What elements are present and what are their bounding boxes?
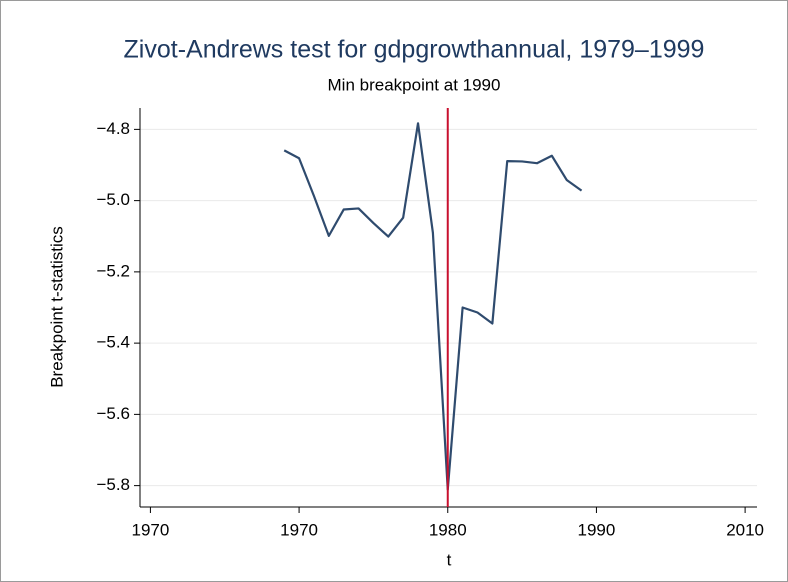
y-tick-label: −5.8 — [96, 475, 130, 494]
data-line — [283, 122, 583, 491]
x-tick-label: 1990 — [578, 520, 616, 539]
x-tick-label: 1970 — [280, 520, 318, 539]
y-tick-label: −5.6 — [96, 404, 130, 423]
chart-subtitle: Min breakpoint at 1990 — [328, 75, 501, 94]
y-axis-label: Breakpoint t-statistics — [47, 226, 66, 388]
y-tick-label: −5.4 — [96, 333, 130, 352]
y-tick-label: −5.0 — [96, 190, 130, 209]
y-tick-label: −4.8 — [96, 119, 130, 138]
x-tick-label: 1980 — [429, 520, 467, 539]
x-axis-label: t — [447, 550, 452, 569]
y-tick-label: −5.2 — [96, 261, 130, 280]
x-tick-label: 2010 — [726, 520, 764, 539]
x-tick-label: 1970 — [131, 520, 169, 539]
chart-title: Zivot-Andrews test for gdpgrowthannual, … — [124, 36, 705, 64]
